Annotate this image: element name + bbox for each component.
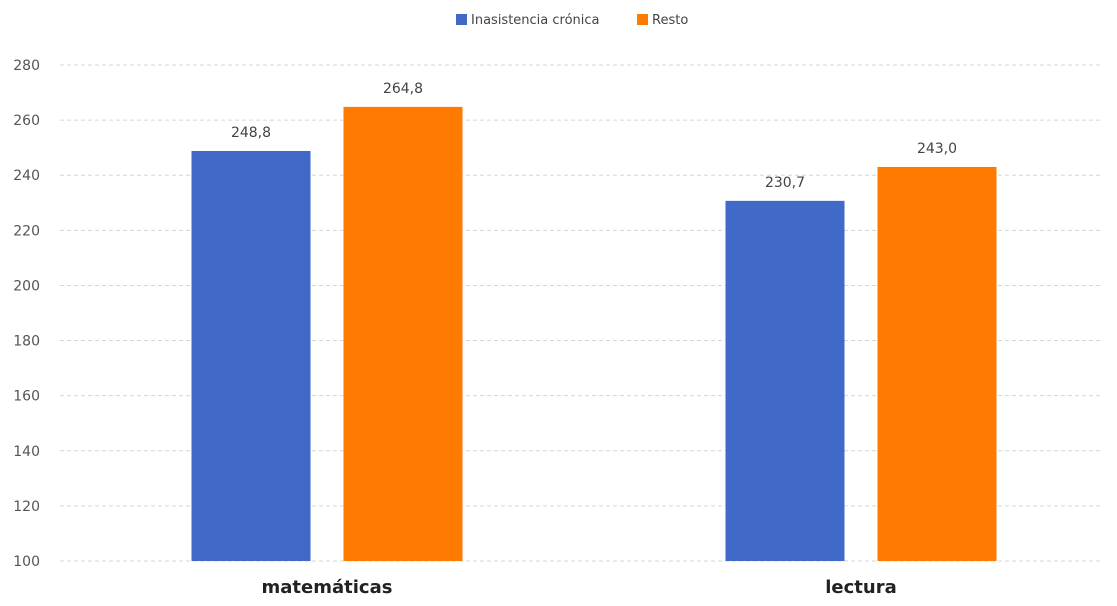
legend-swatch <box>456 14 467 25</box>
bars <box>191 106 997 562</box>
bar-resto-0 <box>343 106 463 561</box>
y-tick-label: 220 <box>13 223 40 239</box>
data-labels: 248,8 264,8 230,7 243,0 <box>231 81 957 191</box>
bar-resto-1 <box>877 166 997 561</box>
x-category-label: lectura <box>825 577 897 598</box>
x-category-label: matemáticas <box>262 577 393 598</box>
bar-inasistencia-1 <box>725 200 845 562</box>
legend-swatch <box>637 14 648 25</box>
y-tick-label: 160 <box>13 389 40 405</box>
data-label: 248,8 <box>231 125 271 141</box>
data-label: 264,8 <box>383 81 423 97</box>
y-tick-label: 100 <box>13 554 40 570</box>
y-tick-label: 260 <box>13 113 40 129</box>
y-tick-label: 280 <box>13 58 40 74</box>
y-axis: 100 120 140 160 180 200 220 240 260 280 <box>13 58 40 570</box>
y-tick-label: 180 <box>13 334 40 350</box>
data-label: 243,0 <box>917 141 957 157</box>
y-tick-label: 120 <box>13 499 40 515</box>
bar-inasistencia-0 <box>191 150 311 561</box>
y-tick-label: 240 <box>13 168 40 184</box>
chart-legend: Inasistencia crónica Resto <box>456 13 688 28</box>
legend-label: Inasistencia crónica <box>471 13 600 28</box>
x-axis: matemáticas lectura <box>262 577 897 598</box>
gridlines <box>60 64 1100 562</box>
y-tick-label: 140 <box>13 444 40 460</box>
y-tick-label: 200 <box>13 278 40 294</box>
legend-label: Resto <box>652 13 688 28</box>
data-label: 230,7 <box>765 175 805 191</box>
